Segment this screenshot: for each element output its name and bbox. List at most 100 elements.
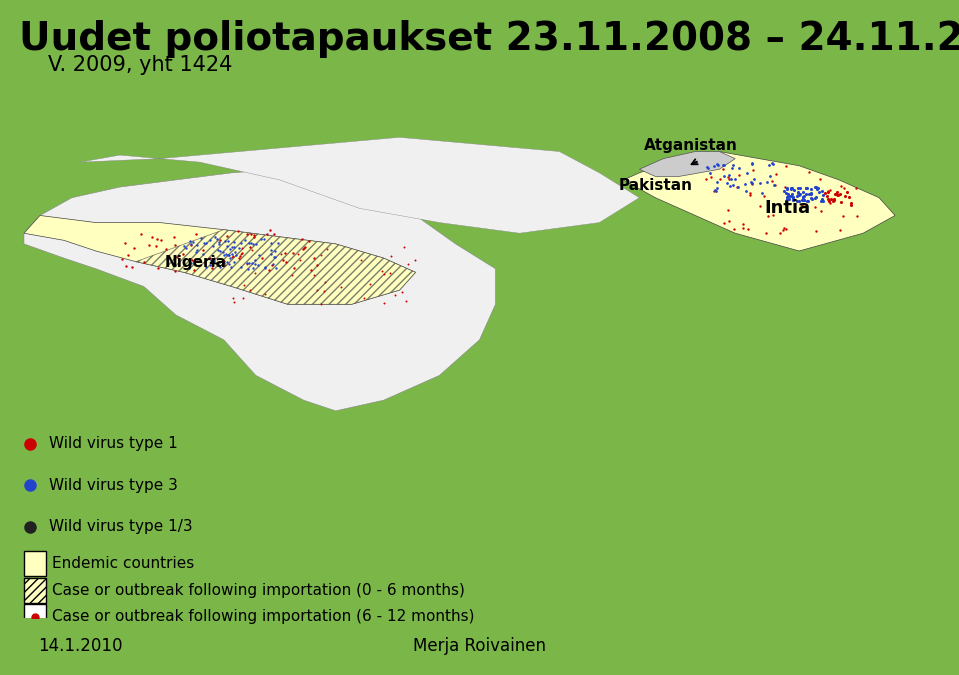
Point [216, 246, 231, 257]
Point [211, 237, 226, 248]
Point [204, 263, 220, 274]
Point [803, 188, 818, 199]
Point [780, 190, 795, 201]
Point [196, 245, 211, 256]
Point [221, 250, 236, 261]
Point [376, 269, 391, 279]
Polygon shape [640, 151, 736, 176]
Point [167, 232, 182, 243]
Point [820, 186, 835, 197]
Point [808, 225, 824, 236]
Point [217, 259, 232, 270]
Point [142, 240, 157, 250]
Point [223, 262, 239, 273]
Point [182, 236, 198, 246]
Point [732, 170, 747, 181]
Point [764, 176, 780, 186]
Point [221, 236, 236, 247]
Point [761, 160, 777, 171]
Point [790, 186, 806, 197]
Point [189, 240, 204, 251]
Point [744, 158, 760, 169]
Point [217, 258, 232, 269]
Text: Wild virus type 1: Wild virus type 1 [49, 436, 177, 452]
Point [235, 292, 250, 303]
Point [725, 180, 740, 190]
Point [782, 190, 797, 201]
Point [261, 265, 276, 275]
Point [821, 194, 836, 205]
Point [224, 242, 240, 252]
Point [189, 246, 204, 257]
Point [779, 223, 794, 234]
Point [757, 191, 772, 202]
Point [780, 192, 795, 202]
Point [186, 265, 201, 275]
Text: Case or outbreak following importation (6 - 12 months): Case or outbreak following importation (… [52, 609, 474, 624]
Point [202, 253, 218, 264]
Point [731, 163, 746, 173]
Point [710, 159, 725, 170]
Point [813, 196, 829, 207]
Point [203, 254, 219, 265]
Point [835, 210, 851, 221]
Point [254, 253, 269, 264]
Point [784, 190, 799, 201]
Point [183, 240, 199, 250]
Point [266, 259, 281, 269]
Point [383, 268, 398, 279]
Point [233, 251, 248, 262]
Point [796, 194, 811, 205]
Point [267, 252, 282, 263]
Point [807, 192, 823, 203]
Point [833, 181, 849, 192]
Point [828, 189, 843, 200]
Point [181, 262, 197, 273]
Point [219, 249, 234, 260]
Point [207, 232, 222, 242]
Point [798, 189, 813, 200]
Point [782, 194, 797, 205]
Point [303, 265, 318, 275]
Point [805, 194, 820, 205]
Point [765, 159, 781, 169]
Point [263, 238, 278, 248]
Point [808, 182, 824, 193]
Point [234, 249, 249, 260]
Point [807, 202, 823, 213]
Point [199, 238, 214, 248]
Point [245, 258, 260, 269]
Polygon shape [623, 151, 895, 251]
Point [265, 260, 280, 271]
Point [844, 199, 859, 210]
Polygon shape [136, 230, 415, 304]
Point [768, 169, 784, 180]
Point [242, 258, 257, 269]
Point [220, 240, 235, 251]
Point [744, 178, 760, 189]
Point [822, 198, 837, 209]
Point [354, 254, 369, 265]
Point [777, 185, 792, 196]
Point [278, 256, 293, 267]
Point [826, 194, 841, 205]
Point [310, 285, 325, 296]
Point [127, 242, 142, 253]
Point [294, 234, 310, 244]
Point [775, 225, 790, 236]
Point [792, 183, 807, 194]
Point [248, 239, 264, 250]
Point [196, 248, 211, 259]
Point [234, 261, 249, 272]
Point [716, 159, 732, 170]
Point [827, 194, 842, 205]
Point [795, 192, 810, 202]
Point [357, 293, 372, 304]
Point [710, 159, 725, 169]
Point [151, 263, 166, 273]
Point [225, 251, 241, 262]
Point [401, 259, 416, 269]
Point [772, 227, 787, 238]
Point [120, 250, 135, 261]
Point [376, 297, 391, 308]
